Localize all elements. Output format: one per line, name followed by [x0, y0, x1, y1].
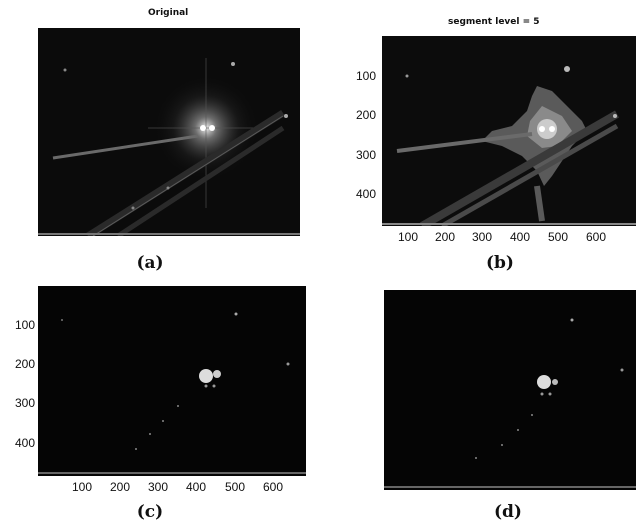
panel-c-ytick: 100: [14, 318, 35, 332]
panel-c-xtick: 300: [147, 480, 169, 494]
panel-d-image: [384, 290, 636, 490]
panel-b-xtick: 300: [471, 230, 493, 244]
panel-b-ytick: 200: [355, 108, 376, 122]
panel-c-xtick: 100: [71, 480, 93, 494]
panel-a-title: Original: [148, 8, 189, 18]
panel-a-image: [38, 28, 300, 236]
panel-c-ytick: 200: [14, 357, 35, 371]
panel-b-ytick: 300: [355, 148, 376, 162]
panel-b-xtick: 200: [434, 230, 456, 244]
panel-a-caption: (a): [136, 253, 164, 273]
panel-b-ytick: 100: [355, 69, 376, 83]
panel-c-xtick: 500: [224, 480, 246, 494]
panel-c-ytick: 300: [14, 396, 35, 410]
panel-c-xtick: 600: [262, 480, 284, 494]
thresholded-night-scene: [38, 286, 306, 476]
panel-c-ytick: 400: [14, 436, 35, 450]
panel-b-ytick: 400: [355, 187, 376, 201]
panel-b-xtick: 100: [397, 230, 419, 244]
panel-b-title: segment level = 5: [448, 17, 540, 27]
panel-b-image: [382, 36, 636, 226]
panel-b-caption: (b): [486, 253, 514, 273]
filtered-night-scene: [384, 290, 636, 490]
panel-d-caption: (d): [494, 502, 522, 522]
panel-c-image: [38, 286, 306, 476]
panel-b-xtick: 600: [585, 230, 607, 244]
panel-b-xtick: 500: [547, 230, 569, 244]
panel-c-xtick: 400: [185, 480, 207, 494]
panel-c-caption: (c): [136, 502, 164, 522]
segmented-night-scene: [382, 36, 636, 226]
panel-c-xtick: 200: [109, 480, 131, 494]
original-night-scene: [38, 28, 300, 236]
panel-b-xtick: 400: [509, 230, 531, 244]
